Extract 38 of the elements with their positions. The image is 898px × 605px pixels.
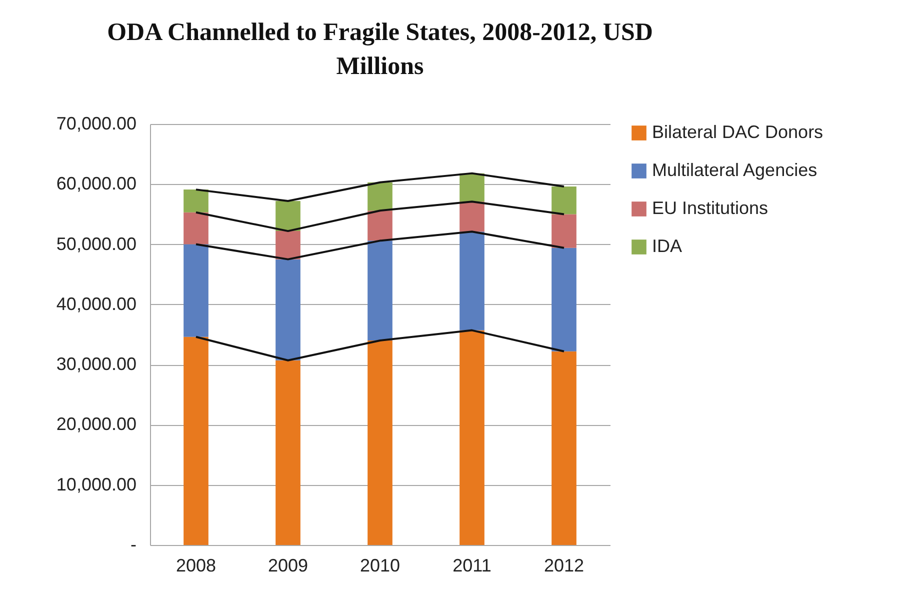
bar <box>184 190 208 212</box>
y-tick-label: - <box>130 534 136 554</box>
bar <box>184 244 208 337</box>
bar <box>552 351 576 545</box>
y-tick-label: 40,000.00 <box>56 294 136 314</box>
bar <box>276 259 300 360</box>
chart-title: ODA Channelled to Fragile States, 2008-2012, USD Millions <box>107 19 653 80</box>
bar <box>460 232 484 330</box>
y-tick-label: 50,000.00 <box>56 234 136 254</box>
bar <box>368 340 392 545</box>
bar <box>460 202 484 232</box>
bar <box>276 200 300 232</box>
bar <box>552 248 576 352</box>
bar <box>184 336 208 545</box>
x-tick-label: 2009 <box>268 556 308 576</box>
bar <box>552 214 576 248</box>
y-tick-label: 30,000.00 <box>56 354 136 374</box>
x-tick-label: 2008 <box>176 556 216 576</box>
bar <box>368 210 392 241</box>
y-tick-label: 10,000.00 <box>56 474 136 494</box>
legend-label: IDA <box>652 236 682 256</box>
bar <box>276 231 300 260</box>
bar <box>276 360 300 545</box>
x-tick-label: 2011 <box>452 556 492 576</box>
bar <box>184 212 208 244</box>
legend-label: EU Institutions <box>652 198 768 218</box>
legend-label: Multilateral Agencies <box>652 160 818 180</box>
y-tick-label: 70,000.00 <box>56 114 136 134</box>
bar <box>368 182 392 211</box>
y-tick-label: 20,000.00 <box>56 414 136 434</box>
legend-label: Bilateral DAC Donors <box>652 122 824 142</box>
x-tick-label: 2010 <box>360 556 400 576</box>
y-tick-label: 60,000.00 <box>56 174 136 194</box>
bar <box>460 173 484 202</box>
bar <box>552 186 576 214</box>
bar <box>368 240 392 341</box>
bar <box>460 330 484 545</box>
x-tick-label: 2012 <box>544 556 584 576</box>
